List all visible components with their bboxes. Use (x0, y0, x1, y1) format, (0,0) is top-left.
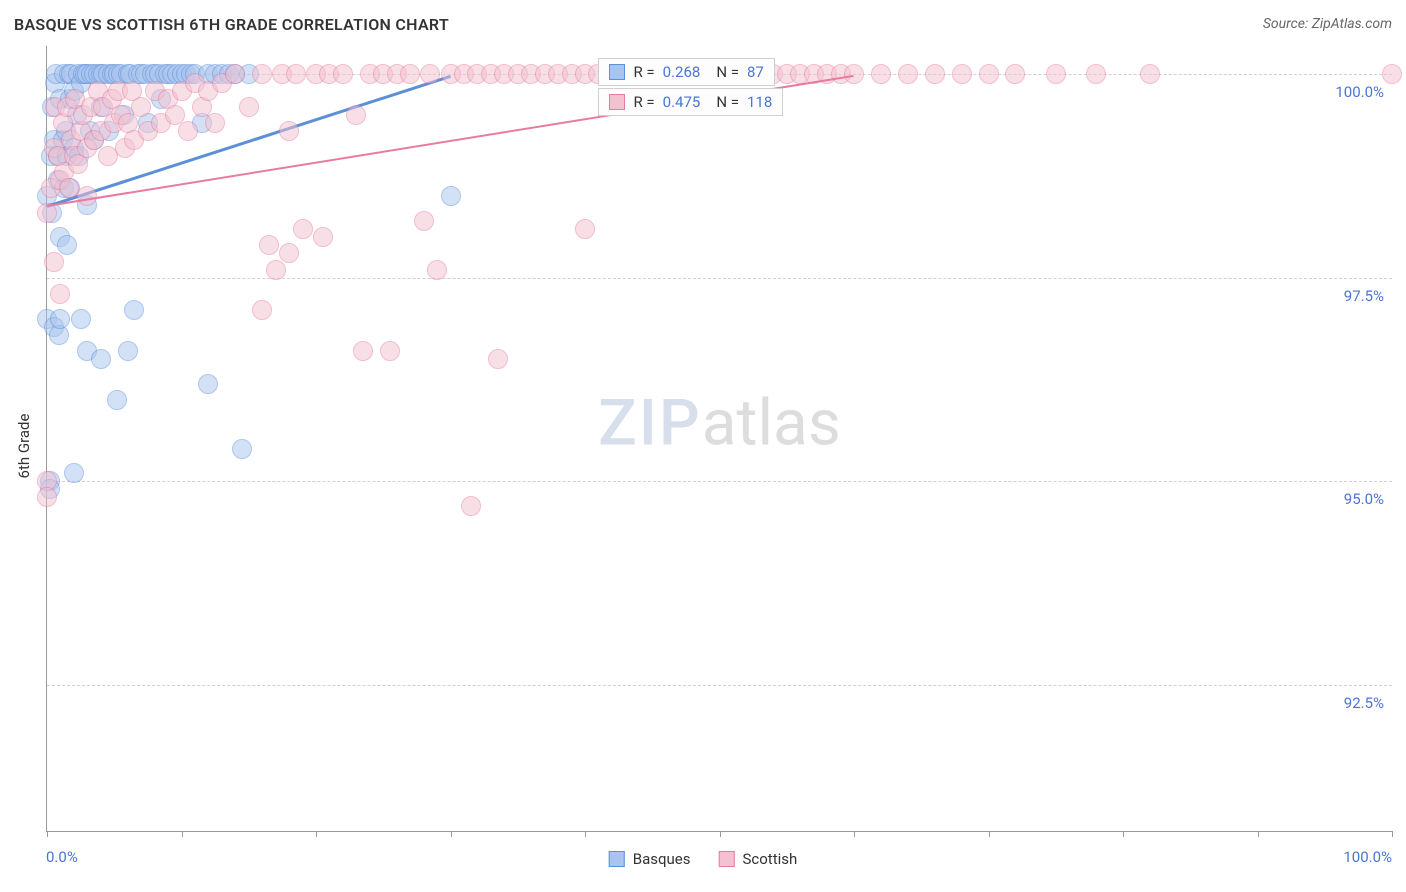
data-point (1046, 64, 1066, 84)
data-point (400, 64, 420, 84)
data-point (225, 64, 245, 84)
data-point (279, 121, 299, 141)
data-point (57, 235, 77, 255)
data-point (952, 64, 972, 84)
data-point (441, 186, 461, 206)
y-tick-label: 95.0% (1344, 490, 1384, 508)
data-point (252, 64, 272, 84)
data-point (461, 496, 481, 516)
data-point (118, 341, 138, 361)
data-point (925, 64, 945, 84)
data-point (346, 105, 366, 125)
data-point (71, 309, 91, 329)
data-point (414, 211, 434, 231)
n-label: N = (716, 93, 739, 111)
x-tick (182, 831, 183, 837)
data-point (50, 309, 70, 329)
x-tick (451, 831, 452, 837)
x-axis-max-label: 100.0% (1343, 848, 1392, 866)
y-tick-label: 97.5% (1344, 287, 1384, 305)
x-tick (854, 831, 855, 837)
chart-title: BASQUE VS SCOTTISH 6TH GRADE CORRELATION… (14, 15, 449, 34)
r-value: 0.268 (663, 63, 701, 81)
data-point (131, 97, 151, 117)
y-tick-label: 92.5% (1344, 694, 1384, 712)
n-value: 118 (747, 93, 772, 111)
legend-swatch (609, 94, 625, 110)
data-point (64, 463, 84, 483)
data-point (871, 64, 891, 84)
data-point (37, 487, 57, 507)
data-point (844, 64, 864, 84)
stats-legend: R = 0.475 N = 118 (598, 88, 783, 116)
legend-swatch (718, 851, 734, 867)
x-axis-min-label: 0.0% (46, 848, 78, 866)
data-point (50, 284, 70, 304)
data-point (286, 64, 306, 84)
legend-label: Basques (633, 850, 691, 868)
data-point (353, 341, 373, 361)
data-point (252, 300, 272, 320)
gridline (47, 481, 1392, 482)
legend-swatch (609, 64, 625, 80)
data-point (279, 243, 299, 263)
legend-swatch (609, 851, 625, 867)
r-label: R = (633, 93, 654, 111)
data-point (1382, 64, 1402, 84)
data-point (91, 349, 111, 369)
x-tick (720, 831, 721, 837)
data-point (266, 260, 286, 280)
data-point (44, 252, 64, 272)
data-point (259, 235, 279, 255)
data-point (427, 260, 447, 280)
data-point (239, 97, 259, 117)
stats-legend: R = 0.268 N = 87 (598, 58, 774, 86)
x-tick (1258, 831, 1259, 837)
data-point (107, 390, 127, 410)
x-tick (1392, 831, 1393, 837)
legend-item: Basques (609, 850, 691, 868)
scatter-chart: ZIPatlas 92.5% 95.0% 97.5% 100.0% R = 0.268 N … (46, 46, 1392, 832)
n-label: N = (716, 63, 739, 81)
data-point (198, 374, 218, 394)
data-point (333, 64, 353, 84)
data-point (380, 341, 400, 361)
x-tick (989, 831, 990, 837)
x-tick (585, 831, 586, 837)
data-point (178, 121, 198, 141)
legend-label: Scottish (742, 850, 797, 868)
data-point (59, 178, 79, 198)
x-tick (316, 831, 317, 837)
watermark: ZIPatlas (598, 385, 841, 460)
data-point (898, 64, 918, 84)
data-point (1086, 64, 1106, 84)
x-tick (47, 831, 48, 837)
data-point (420, 64, 440, 84)
data-point (575, 219, 595, 239)
data-point (979, 64, 999, 84)
gridline (47, 685, 1392, 686)
data-point (488, 349, 508, 369)
data-point (124, 300, 144, 320)
legend: Basques Scottish (609, 850, 798, 868)
x-tick (1123, 831, 1124, 837)
r-value: 0.475 (663, 93, 701, 111)
source-label: Source: ZipAtlas.com (1263, 16, 1392, 32)
legend-item: Scottish (718, 850, 797, 868)
gridline (47, 278, 1392, 279)
data-point (205, 113, 225, 133)
y-tick-label: 100.0% (1335, 83, 1384, 101)
data-point (1005, 64, 1025, 84)
data-point (313, 227, 333, 247)
data-point (232, 439, 252, 459)
n-value: 87 (747, 63, 764, 81)
y-axis-title: 6th Grade (15, 414, 33, 479)
r-label: R = (633, 63, 654, 81)
data-point (293, 219, 313, 239)
data-point (1140, 64, 1160, 84)
